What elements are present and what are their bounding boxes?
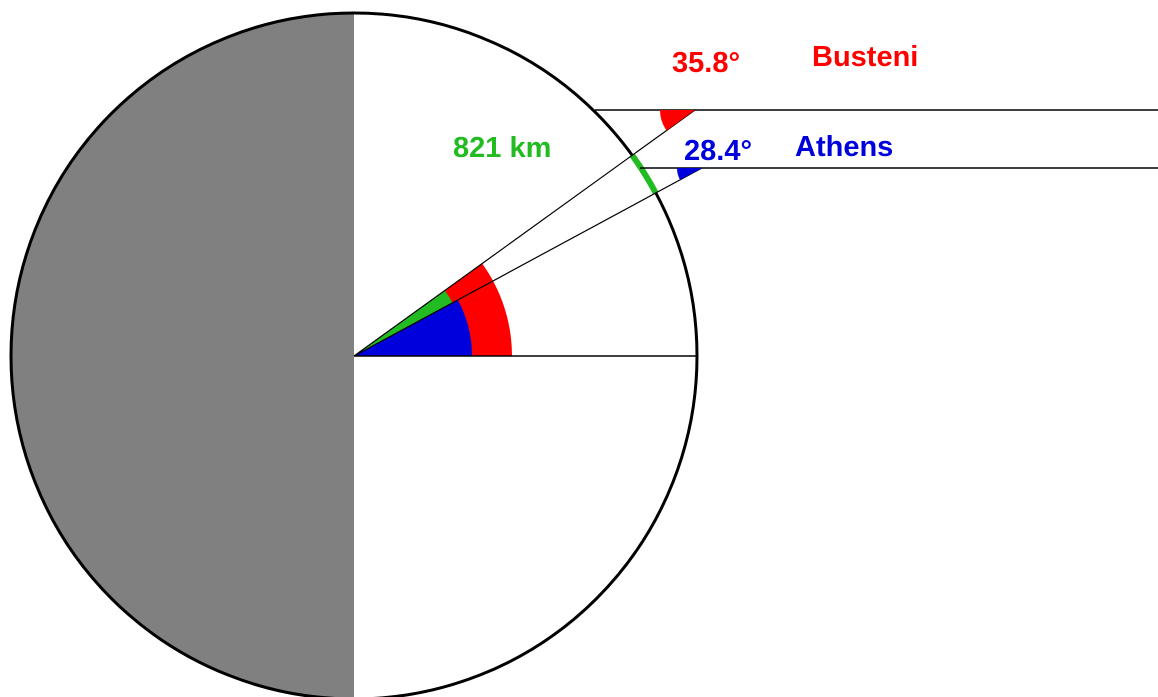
athens-angle-label: 28.4° [684,135,752,167]
busteni-angle-label: 35.8° [672,47,740,79]
athens-center-angle [354,299,472,356]
athens-sun-angle [677,168,702,180]
difference-angle [354,290,453,356]
busteni-label: Busteni [812,41,918,73]
athens-label: Athens [795,131,893,163]
athens-radius [353,167,703,357]
busteni-radius [353,109,696,357]
distance-label: 821 km [453,132,551,164]
busteni-sun-angle [660,110,695,131]
night-half [11,13,354,697]
